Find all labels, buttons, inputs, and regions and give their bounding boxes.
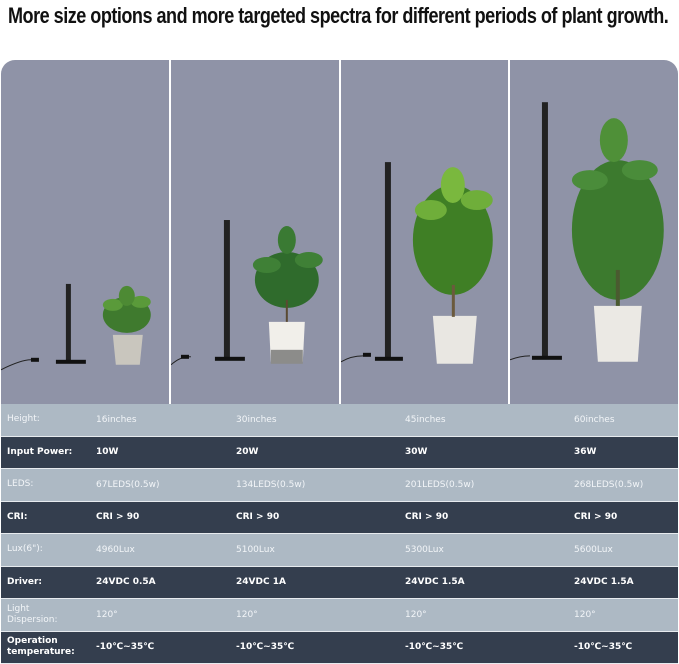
row-label: LEDS:	[7, 479, 34, 490]
cell: -10℃~35℃	[236, 642, 295, 653]
cell: CRI > 90	[405, 512, 449, 523]
cell: 67LEDS(0.5w)	[96, 479, 160, 490]
cell: 5300Lux	[405, 544, 444, 555]
cell: 24VDC 1.5A	[574, 577, 634, 588]
cell: 120°	[574, 609, 596, 620]
panel-60in	[510, 60, 678, 404]
lamp-plant-16in-image	[1, 283, 151, 371]
row-label: Operation temperature:	[7, 636, 75, 658]
table-row-driver: Driver: 24VDC 0.5A 24VDC 1A 24VDC 1.5A 2…	[1, 566, 678, 599]
row-label: CRI:	[7, 511, 28, 522]
lamp-plant-45in-image	[340, 162, 493, 364]
cell: 10W	[96, 447, 119, 458]
row-label: Lux(6"):	[7, 544, 43, 555]
cell: 30W	[405, 447, 428, 458]
table-row-operation-temperature: Operation temperature: -10℃~35℃ -10℃~35℃…	[1, 631, 678, 664]
cell: 5100Lux	[236, 544, 275, 555]
cell: 268LEDS(0.5w)	[574, 479, 644, 490]
row-label: Light Dispersion:	[7, 603, 58, 625]
cell: 120°	[405, 609, 427, 620]
table-row-leds: LEDS: 67LEDS(0.5w) 134LEDS(0.5w) 201LEDS…	[1, 469, 678, 502]
cell: 60inches	[574, 414, 615, 425]
cell: -10℃~35℃	[405, 642, 464, 653]
row-label: Driver:	[7, 576, 43, 587]
table-row-height: Height: 16inches 30inches 45inches 60inc…	[1, 404, 678, 437]
cell: 45inches	[405, 414, 446, 425]
cell: 4960Lux	[96, 544, 135, 555]
table-row-lux: Lux(6"): 4960Lux 5100Lux 5300Lux 5600Lux	[1, 534, 678, 567]
cell: 36W	[574, 447, 597, 458]
cell: 20W	[236, 447, 259, 458]
cell: 120°	[96, 609, 118, 620]
cell: -10℃~35℃	[96, 642, 155, 653]
cell: -10℃~35℃	[574, 642, 633, 653]
panel-30in	[170, 60, 339, 404]
row-label: Input Power:	[7, 446, 73, 457]
cell: 120°	[236, 609, 258, 620]
cell: CRI > 90	[96, 512, 140, 523]
product-image-panels	[1, 60, 678, 404]
cell: 5600Lux	[574, 544, 613, 555]
panel-16in	[1, 60, 169, 404]
page-title: More size options and more targeted spec…	[8, 3, 669, 28]
cell: 24VDC 0.5A	[96, 577, 156, 588]
cell: CRI > 90	[574, 512, 618, 523]
table-row-light-dispersion: Light Dispersion: 120° 120° 120° 120°	[1, 599, 678, 632]
table-row-cri: CRI: CRI > 90 CRI > 90 CRI > 90 CRI > 90	[1, 501, 678, 534]
cell: 134LEDS(0.5w)	[236, 479, 306, 490]
spec-table: Height: 16inches 30inches 45inches 60inc…	[1, 404, 678, 664]
lamp-plant-30in-image	[170, 220, 323, 366]
row-label: Height:	[7, 414, 40, 425]
cell: CRI > 90	[236, 512, 280, 523]
cell: 24VDC 1.5A	[405, 577, 465, 588]
cell: 16inches	[96, 414, 137, 425]
lamp-plant-60in-image	[510, 102, 665, 362]
panel-45in	[340, 60, 509, 404]
cell: 30inches	[236, 414, 277, 425]
cell: 201LEDS(0.5w)	[405, 479, 475, 490]
table-row-input-power: Input Power: 10W 20W 30W 36W	[1, 436, 678, 469]
cell: 24VDC 1A	[236, 577, 286, 588]
